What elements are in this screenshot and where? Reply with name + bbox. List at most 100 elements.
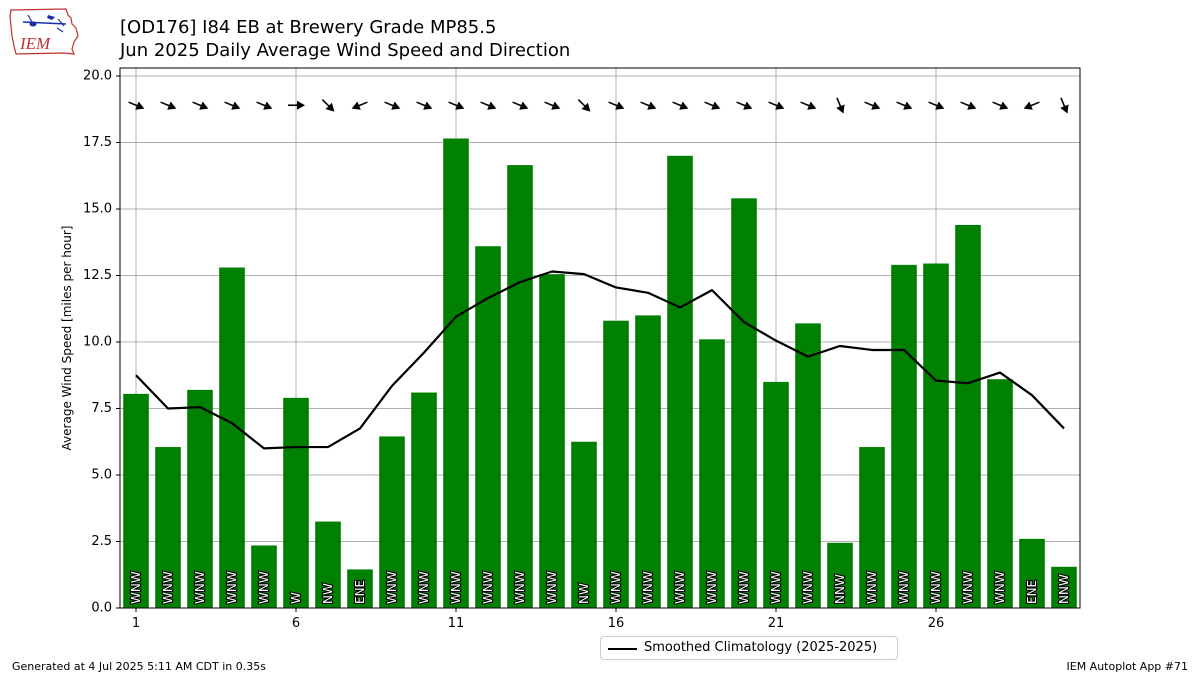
y-tick-label: 2.5 <box>91 534 112 549</box>
bar-day-24 <box>859 447 885 608</box>
direction-label-day-1: WNW <box>129 571 143 604</box>
bar-day-9 <box>379 436 405 608</box>
legend-label: Smoothed Climatology (2025-2025) <box>644 640 878 655</box>
wind-arrow-head <box>679 101 689 110</box>
wind-arrow-head <box>935 101 945 110</box>
y-tick-label: 7.5 <box>91 401 112 416</box>
y-tick-label: 10.0 <box>83 334 112 349</box>
wind-arrow-day-30 <box>1060 97 1069 114</box>
bar-day-20 <box>731 198 757 608</box>
wind-arrow-day-26 <box>928 101 945 110</box>
bar-day-7 <box>315 521 341 608</box>
wind-arrow-day-22 <box>800 101 817 110</box>
wind-arrow-day-20 <box>736 101 753 110</box>
direction-label-day-8: ENE <box>353 580 367 604</box>
bar-day-5 <box>251 545 277 608</box>
legend-line-swatch <box>608 648 637 650</box>
wind-arrow-head <box>871 101 881 110</box>
wind-arrow-day-28 <box>992 101 1009 110</box>
direction-label-day-2: WNW <box>161 571 175 604</box>
wind-arrow-day-8 <box>351 101 368 110</box>
bar-day-11 <box>443 138 469 608</box>
logo-text: IEM <box>19 34 51 53</box>
wind-arrow-head <box>231 101 241 110</box>
wind-arrow-head <box>551 101 561 110</box>
generated-timestamp: Generated at 4 Jul 2025 5:11 AM CDT in 0… <box>12 660 266 673</box>
direction-label-day-6: W <box>289 592 303 604</box>
plot-frame <box>119 67 1081 609</box>
wind-arrow-head <box>836 104 845 114</box>
wind-arrow-day-14 <box>544 101 561 110</box>
wind-arrow-day-7 <box>321 99 335 112</box>
wind-arrow-head <box>325 102 335 112</box>
direction-label-day-18: WNW <box>673 571 687 604</box>
direction-label-day-15: NW <box>577 583 591 604</box>
bar-day-19 <box>699 339 725 608</box>
direction-label-day-10: WNW <box>417 571 431 604</box>
direction-label-day-20: WNW <box>737 571 751 604</box>
wind-arrow-day-5 <box>256 101 273 110</box>
y-tick-label: 15.0 <box>83 201 112 216</box>
direction-label-day-3: WNW <box>193 571 207 604</box>
chart-subtitle: Jun 2025 Daily Average Wind Speed and Di… <box>120 40 571 61</box>
direction-label-day-30: NNW <box>1057 574 1071 604</box>
wind-arrow-head <box>423 101 433 110</box>
direction-label-day-9: WNW <box>385 571 399 604</box>
wind-arrow-head <box>263 101 273 110</box>
x-tick-label: 6 <box>292 616 300 631</box>
direction-label-day-5: WNW <box>257 571 271 604</box>
y-tick-label: 12.5 <box>83 268 112 283</box>
bar-day-23 <box>827 542 853 608</box>
bar-day-13 <box>507 165 533 608</box>
direction-label-day-11: WNW <box>449 571 463 604</box>
bar-day-17 <box>635 315 661 608</box>
direction-label-day-27: WNW <box>961 571 975 604</box>
wind-arrow-day-23 <box>836 97 845 114</box>
wind-arrow-head <box>519 101 529 110</box>
bar-day-4 <box>219 267 245 608</box>
direction-label-day-17: WNW <box>641 571 655 604</box>
bar-day-2 <box>155 447 181 608</box>
wind-arrow-day-12 <box>480 101 497 110</box>
direction-label-day-4: WNW <box>225 571 239 604</box>
wind-arrow-head <box>615 101 625 110</box>
wind-arrow-day-2 <box>160 101 177 110</box>
direction-labels: WNW WNW WNW WNW WNW W NW ENE WNW WNW WNW WNW WNW WNW N… <box>128 570 1072 605</box>
wind-arrow-head <box>135 101 145 110</box>
wind-arrow-day-27 <box>960 101 977 110</box>
wind-arrow-day-19 <box>704 101 721 110</box>
bar-day-3 <box>187 389 213 608</box>
wind-arrow-day-18 <box>672 101 689 110</box>
wind-arrow-head <box>199 101 209 110</box>
wind-arrow-day-11 <box>448 101 465 110</box>
bar-day-8 <box>347 569 373 608</box>
direction-label-day-12: WNW <box>481 571 495 604</box>
wind-arrow-head <box>647 101 657 110</box>
direction-label-day-22: WNW <box>801 571 815 604</box>
y-axis-label: Average Wind Speed [miles per hour] <box>60 226 74 451</box>
direction-label-day-7: NW <box>321 583 335 604</box>
bar-day-25 <box>891 264 917 608</box>
wind-arrow-day-24 <box>864 101 881 110</box>
x-tick-label: 11 <box>448 616 465 631</box>
axes: 0.02.55.07.510.012.515.017.520.01 6 11 16 21… <box>83 67 1081 631</box>
wind-arrow-day-21 <box>768 101 785 110</box>
bar-day-27 <box>955 224 981 609</box>
wind-arrow-head <box>999 101 1009 110</box>
direction-label-day-13: WNW <box>513 571 527 604</box>
bar-day-22 <box>795 323 821 608</box>
y-tick-label: 5.0 <box>91 467 112 482</box>
weather-station-icon <box>22 14 67 33</box>
wind-arrow-head <box>455 101 465 110</box>
direction-label-day-29: ENE <box>1025 580 1039 604</box>
wind-arrow-head <box>297 100 305 110</box>
bar-day-12 <box>475 246 501 608</box>
x-tick-label: 1 <box>132 616 140 631</box>
wind-arrow-day-1 <box>128 101 145 110</box>
wind-arrow-head <box>903 101 913 110</box>
direction-label-day-16: WNW <box>609 571 623 604</box>
bar-day-10 <box>411 392 437 608</box>
wind-arrow-day-25 <box>896 101 913 110</box>
bar-day-26 <box>923 263 949 608</box>
